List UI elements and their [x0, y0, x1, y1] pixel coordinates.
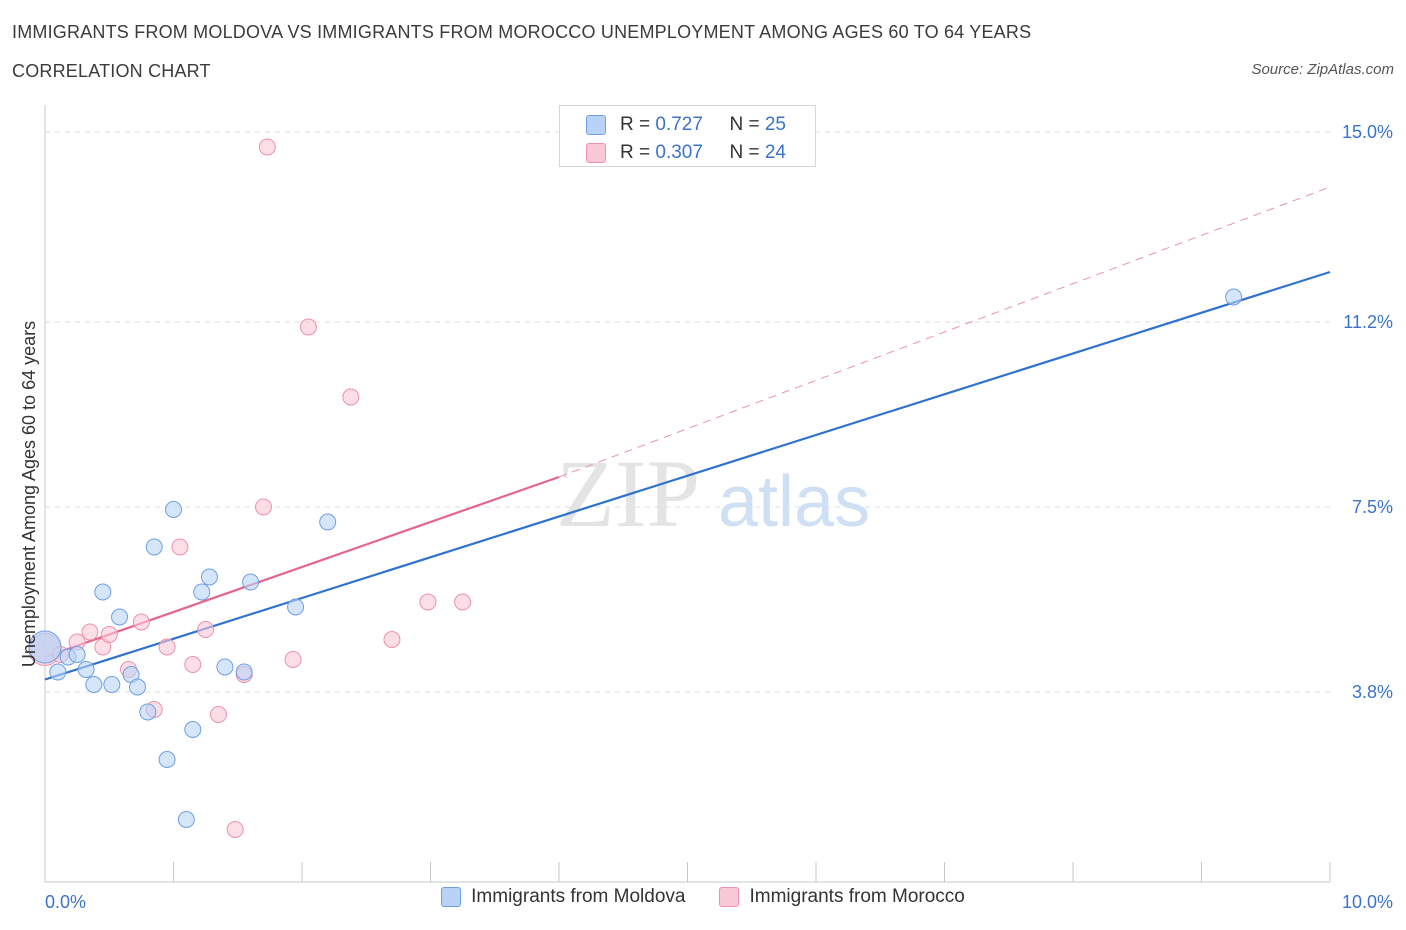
- data-point-moldova: [85, 676, 103, 693]
- watermark: ZIP atlas: [556, 440, 870, 547]
- data-point-morocco: [454, 593, 472, 611]
- data-point-morocco: [342, 388, 360, 406]
- data-point-moldova: [177, 811, 195, 828]
- data-point-morocco: [132, 613, 150, 631]
- tick-labels: 3.8% 7.5% 11.2% 15.0% 0.0% 10.0%: [45, 122, 1393, 912]
- data-point-morocco: [284, 651, 302, 668]
- legend-swatch-morocco: [719, 887, 740, 907]
- stats-r-label: R =: [620, 114, 656, 135]
- data-point-moldova: [216, 658, 234, 676]
- data-point-morocco: [158, 638, 176, 656]
- data-point-morocco: [226, 821, 244, 838]
- data-point-morocco: [100, 626, 118, 643]
- data-point-moldova: [111, 608, 129, 626]
- watermark-atlas: atlas: [718, 462, 870, 542]
- legend-label-moldova: Immigrants from Moldova: [471, 886, 686, 907]
- trend-line-morocco: [44, 475, 560, 659]
- stats-swatch-morocco: [586, 143, 606, 163]
- stats-r-value-morocco: 0.307: [655, 142, 703, 163]
- stats-n-value-morocco: 24: [764, 142, 786, 163]
- trend-lines: [44, 186, 1331, 681]
- data-point-moldova: [28, 630, 62, 664]
- data-point-morocco: [254, 498, 272, 516]
- trend-line-morocco-extension: [558, 186, 1331, 478]
- stats-r-label: R =: [620, 142, 656, 163]
- y-tick-label: 7.5%: [1352, 497, 1393, 517]
- legend-item-moldova[interactable]: Immigrants from Moldova: [441, 886, 685, 908]
- chart-subtitle: CORRELATION CHART: [12, 61, 211, 81]
- data-point-morocco: [258, 138, 276, 156]
- data-point-moldova: [94, 583, 112, 601]
- data-point-morocco: [184, 656, 202, 673]
- trend-line-moldova: [44, 270, 1331, 681]
- data-point-morocco: [383, 631, 401, 648]
- data-point-moldova: [139, 703, 157, 721]
- y-tick-label: 3.8%: [1352, 682, 1393, 702]
- x-tick-label: 10.0%: [1342, 892, 1393, 912]
- y-tick-label: 11.2%: [1343, 312, 1393, 332]
- data-point-moldova: [242, 573, 260, 591]
- stats-swatch-moldova: [586, 115, 606, 135]
- y-axis-label: Unemployment Among Ages 60 to 64 years: [19, 321, 39, 667]
- data-point-morocco: [171, 538, 189, 556]
- data-point-moldova: [68, 646, 86, 663]
- source-label: Source: ZipAtlas.com: [1251, 61, 1394, 78]
- legend-label-morocco: Immigrants from Morocco: [749, 886, 965, 907]
- data-point-moldova: [200, 568, 218, 586]
- legend: Immigrants from Moldova Immigrants from …: [0, 886, 1406, 908]
- data-point-moldova: [165, 501, 182, 518]
- data-point-moldova: [103, 676, 121, 693]
- stats-r-value-moldova: 0.727: [655, 114, 703, 135]
- data-point-morocco: [197, 621, 215, 638]
- legend-item-morocco[interactable]: Immigrants from Morocco: [719, 886, 965, 908]
- data-point-moldova: [158, 751, 176, 768]
- gridlines: [45, 131, 1330, 693]
- y-tick-label: 15.0%: [1342, 122, 1393, 142]
- stats-n-label: N =: [729, 142, 765, 163]
- stats-n-label: N =: [729, 114, 765, 135]
- data-point-morocco: [419, 593, 437, 611]
- data-point-moldova: [129, 678, 147, 696]
- stats-box: R = 0.727 N = 25 R = 0.307 N = 24: [559, 105, 816, 167]
- data-point-moldova: [1225, 288, 1243, 306]
- data-point-moldova: [235, 663, 253, 681]
- axes: [44, 105, 1331, 883]
- legend-swatch-moldova: [441, 887, 462, 907]
- data-point-moldova: [49, 663, 67, 681]
- chart-title: IMMIGRANTS FROM MOLDOVA VS IMMIGRANTS FR…: [12, 22, 1032, 42]
- stats-n-value-moldova: 25: [764, 114, 786, 135]
- data-point-moldova: [184, 721, 202, 738]
- data-point-morocco: [209, 706, 227, 723]
- data-point-moldova: [77, 661, 95, 678]
- data-points: [28, 138, 1243, 838]
- data-point-moldova: [287, 598, 305, 616]
- data-point-morocco: [81, 623, 99, 641]
- data-point-moldova: [193, 583, 211, 601]
- x-tick-label: 0.0%: [45, 892, 86, 912]
- data-point-moldova: [319, 513, 337, 531]
- data-point-morocco: [299, 318, 317, 336]
- data-point-moldova: [145, 538, 163, 556]
